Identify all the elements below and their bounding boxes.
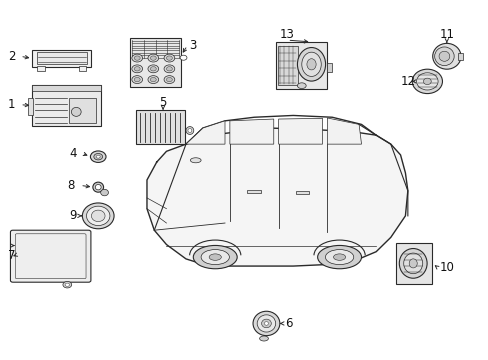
Bar [395,243,431,284]
Polygon shape [278,118,322,144]
Ellipse shape [148,65,158,73]
Ellipse shape [132,76,142,84]
Ellipse shape [134,56,140,60]
Bar [278,45,297,85]
Bar [69,98,96,123]
Ellipse shape [180,55,186,60]
Text: 6: 6 [285,317,292,330]
Ellipse shape [148,54,158,62]
Ellipse shape [252,311,279,336]
Bar [37,52,87,64]
Ellipse shape [408,259,416,268]
Ellipse shape [166,77,172,82]
Text: 13: 13 [280,28,294,41]
Ellipse shape [438,51,449,61]
Ellipse shape [333,254,345,260]
Ellipse shape [71,107,81,116]
Ellipse shape [86,206,110,226]
Ellipse shape [399,248,426,278]
Bar [136,110,184,144]
Bar [327,63,331,72]
Ellipse shape [90,151,106,162]
Bar [32,85,101,91]
Ellipse shape [261,319,271,328]
Ellipse shape [96,155,100,158]
Ellipse shape [150,77,156,82]
FancyBboxPatch shape [10,230,91,282]
Ellipse shape [163,76,174,84]
Polygon shape [147,128,407,266]
Ellipse shape [94,153,102,160]
Text: 2: 2 [8,50,15,63]
Ellipse shape [317,246,361,269]
Bar [457,53,463,60]
Ellipse shape [403,253,422,274]
Bar [295,191,309,194]
Ellipse shape [150,67,156,71]
Text: 5: 5 [159,96,166,109]
Ellipse shape [65,283,69,286]
Text: 12: 12 [400,75,415,88]
Ellipse shape [209,254,221,260]
Ellipse shape [411,69,442,94]
Bar [246,190,260,193]
Ellipse shape [257,315,275,332]
Ellipse shape [434,47,453,66]
Text: 3: 3 [189,39,197,52]
Text: 8: 8 [67,179,75,192]
Polygon shape [327,118,361,144]
Ellipse shape [132,54,142,62]
Ellipse shape [264,321,268,325]
Ellipse shape [63,282,72,288]
Text: 4: 4 [69,147,77,159]
Ellipse shape [93,182,103,192]
Ellipse shape [150,56,156,60]
Ellipse shape [297,48,325,81]
Ellipse shape [423,78,430,85]
Ellipse shape [163,65,174,73]
Text: 1: 1 [8,98,15,111]
Ellipse shape [82,203,114,229]
Ellipse shape [193,246,237,269]
Text: 9: 9 [69,210,77,222]
Bar [27,98,33,116]
Text: 11: 11 [438,28,453,41]
Ellipse shape [148,76,158,84]
Bar [32,85,101,126]
Ellipse shape [259,336,268,341]
Ellipse shape [306,59,315,70]
Ellipse shape [134,77,140,82]
Ellipse shape [132,65,142,73]
Ellipse shape [166,67,172,71]
Text: 7: 7 [8,249,15,262]
Ellipse shape [190,158,201,163]
Ellipse shape [297,83,305,89]
Ellipse shape [185,127,193,134]
Ellipse shape [301,52,321,76]
Bar [130,39,181,87]
Bar [32,50,91,67]
Ellipse shape [166,56,172,60]
Ellipse shape [201,249,229,265]
Polygon shape [229,119,273,144]
Bar [79,66,86,71]
Ellipse shape [95,184,101,190]
Bar [37,66,44,71]
Ellipse shape [325,249,353,265]
Polygon shape [185,121,224,144]
Ellipse shape [134,67,140,71]
Ellipse shape [416,73,437,90]
Text: 10: 10 [439,261,453,274]
Ellipse shape [163,54,174,62]
Ellipse shape [187,129,191,132]
Bar [276,42,327,89]
Ellipse shape [91,210,105,222]
Ellipse shape [432,43,460,69]
Ellipse shape [101,189,108,196]
